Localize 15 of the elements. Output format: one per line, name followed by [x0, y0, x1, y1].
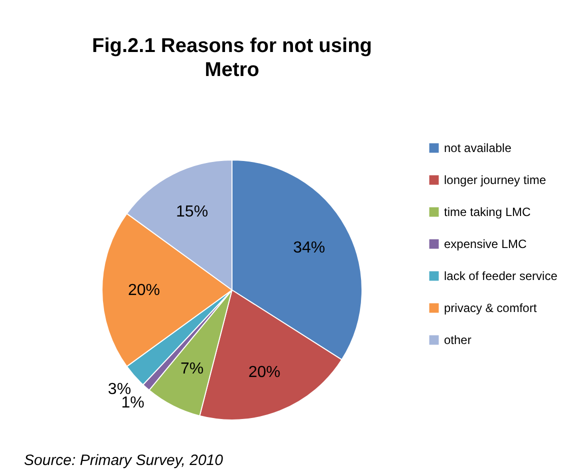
legend-label: lack of feeder service	[444, 269, 558, 283]
legend-label: not available	[444, 141, 512, 155]
legend-label: other	[444, 333, 472, 347]
legend-label: expensive LMC	[444, 237, 528, 251]
legend-label: time taking LMC	[444, 205, 532, 219]
chart-title: Fig.2.1 Reasons for not using Metro	[92, 35, 372, 81]
legend-label: privacy & comfort	[444, 301, 538, 315]
source-note: Source: Primary Survey, 2010	[24, 452, 224, 469]
data-label: 7%	[180, 360, 204, 378]
data-label: 1%	[121, 394, 144, 412]
data-label: 15%	[176, 204, 208, 221]
data-label: 20%	[248, 364, 280, 381]
data-label: 34%	[293, 240, 326, 257]
data-label: 20%	[128, 282, 160, 299]
legend-label: longer journey time	[444, 173, 546, 187]
